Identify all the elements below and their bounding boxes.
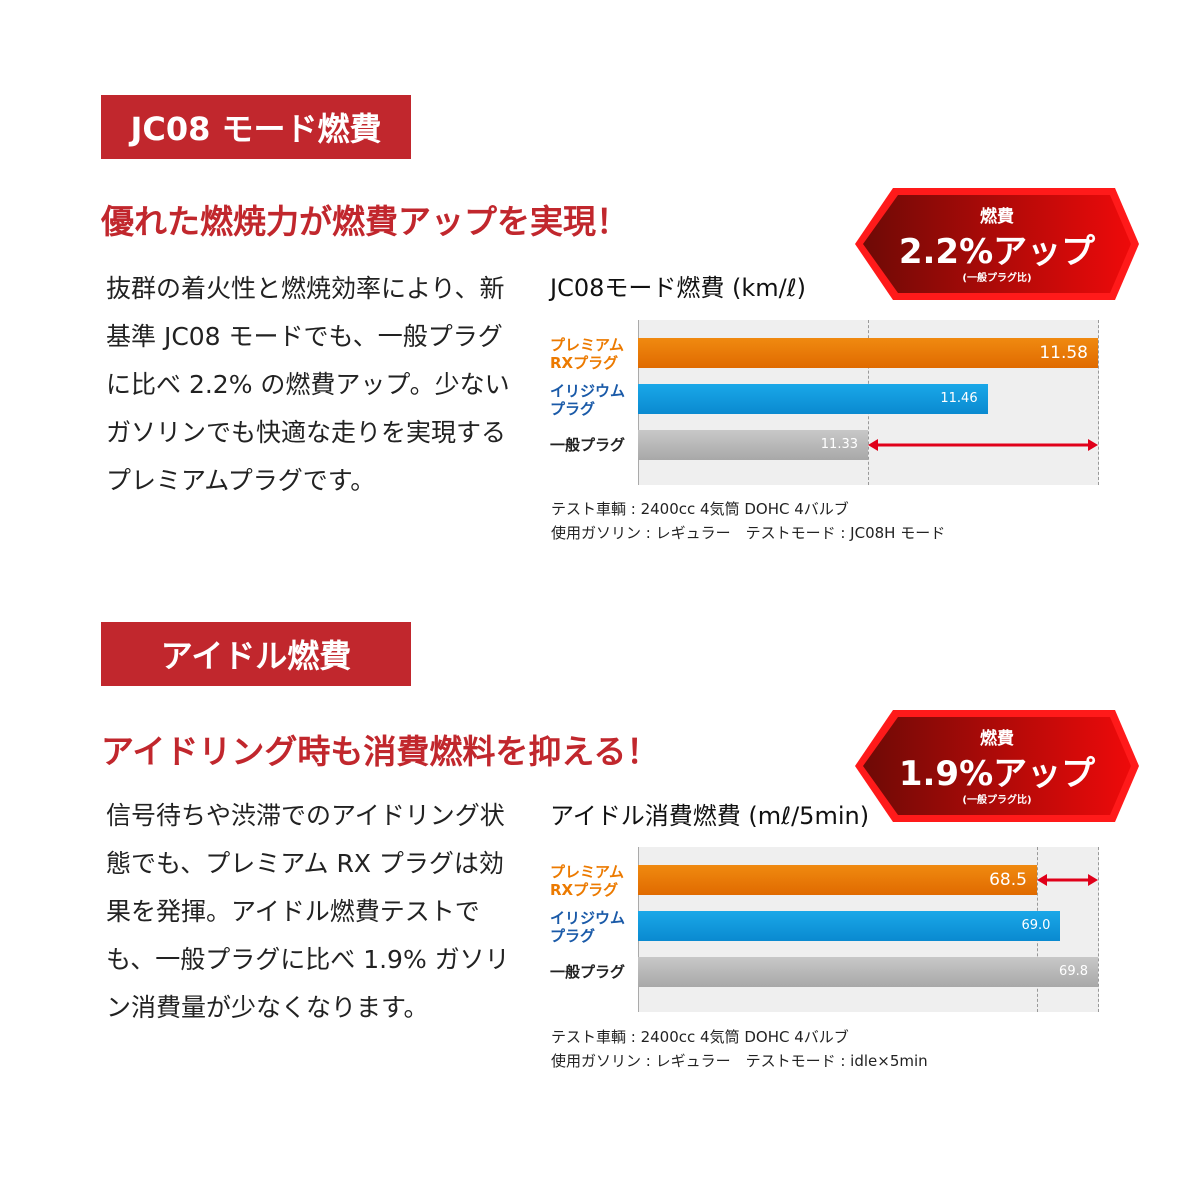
category-label: プレミアム RXプラグ (550, 336, 624, 372)
bar (638, 865, 1037, 895)
section-label-jc08: JC08 モード燃費 (101, 95, 411, 159)
dashed-line (1098, 847, 1099, 1012)
chart-idle: プレミアム RXプラグ 68.5 イリジウム プラグ 69.0 一般プラグ 69.8 (548, 847, 1108, 1012)
category-label: 一般プラグ (550, 436, 626, 454)
difference-arrow-icon (1036, 874, 1098, 886)
body-text-idle: 信号待ちや渋滞でのアイドリング状態でも、プレミアム RX プラグは効果を発揮。ア… (106, 801, 510, 1022)
bar (638, 338, 1098, 368)
badge-top: 燃費 (980, 207, 1014, 227)
badge-idle: 燃費 1.9%アップ (一般プラグ比) (853, 708, 1141, 824)
bar (638, 384, 988, 414)
dashed-line (1098, 320, 1099, 485)
category-label: イリジウム プラグ (550, 382, 626, 418)
body-text-jc08: 抜群の着火性と燃焼効率により、新基準 JC08 モードでも、一般プラグに比べ 2… (106, 274, 510, 495)
bar (638, 430, 868, 460)
value-label: 11.33 (820, 437, 858, 452)
badge-main: 2.2%アップ (898, 232, 1096, 272)
chart-jc08: プレミアム RXプラグ 11.58 イリジウム プラグ 11.46 一般プラグ 11.33 (548, 320, 1108, 485)
category-label: イリジウム プラグ (550, 909, 626, 945)
note-mode: 使用ガソリン : レギュラー テストモード : JC08H モード (551, 524, 946, 542)
bar (638, 957, 1098, 987)
badge-top: 燃費 (980, 729, 1014, 749)
badge-jc08: 燃費 2.2%アップ (一般プラグ比) (853, 186, 1141, 302)
value-label: 68.5 (989, 870, 1027, 890)
badge-sub: (一般プラグ比) (962, 795, 1032, 806)
badge-main: 1.9%アップ (898, 754, 1096, 794)
value-label: 69.0 (1021, 918, 1051, 933)
chart-title-idle: アイドル消費燃費 (mℓ/5min) (550, 802, 870, 830)
category-label: 一般プラグ (550, 963, 626, 981)
difference-arrow-icon (868, 439, 1098, 451)
category-label: プレミアム RXプラグ (550, 863, 624, 899)
bar (638, 911, 1061, 941)
hexagon-badge-icon (855, 710, 1139, 822)
section-label-idle: アイドル燃費 (101, 622, 411, 686)
hexagon-badge-icon (855, 188, 1139, 300)
badge-sub: (一般プラグ比) (962, 273, 1032, 284)
note-vehicle: テスト車輌 : 2400cc 4気筒 DOHC 4バルブ (551, 1028, 849, 1046)
chart-title-jc08: JC08モード燃費 (km/ℓ) (550, 274, 807, 302)
value-label: 11.46 (940, 391, 978, 406)
value-label: 11.58 (1039, 343, 1088, 363)
headline-jc08: 優れた燃焼力が燃費アップを実現！ (101, 202, 629, 241)
value-label: 69.8 (1059, 964, 1088, 979)
note-mode: 使用ガソリン : レギュラー テストモード : idle×5min (551, 1052, 928, 1070)
headline-idle: アイドリング時も消費燃料を抑える！ (101, 732, 660, 771)
note-vehicle: テスト車輌 : 2400cc 4気筒 DOHC 4バルブ (551, 500, 849, 518)
